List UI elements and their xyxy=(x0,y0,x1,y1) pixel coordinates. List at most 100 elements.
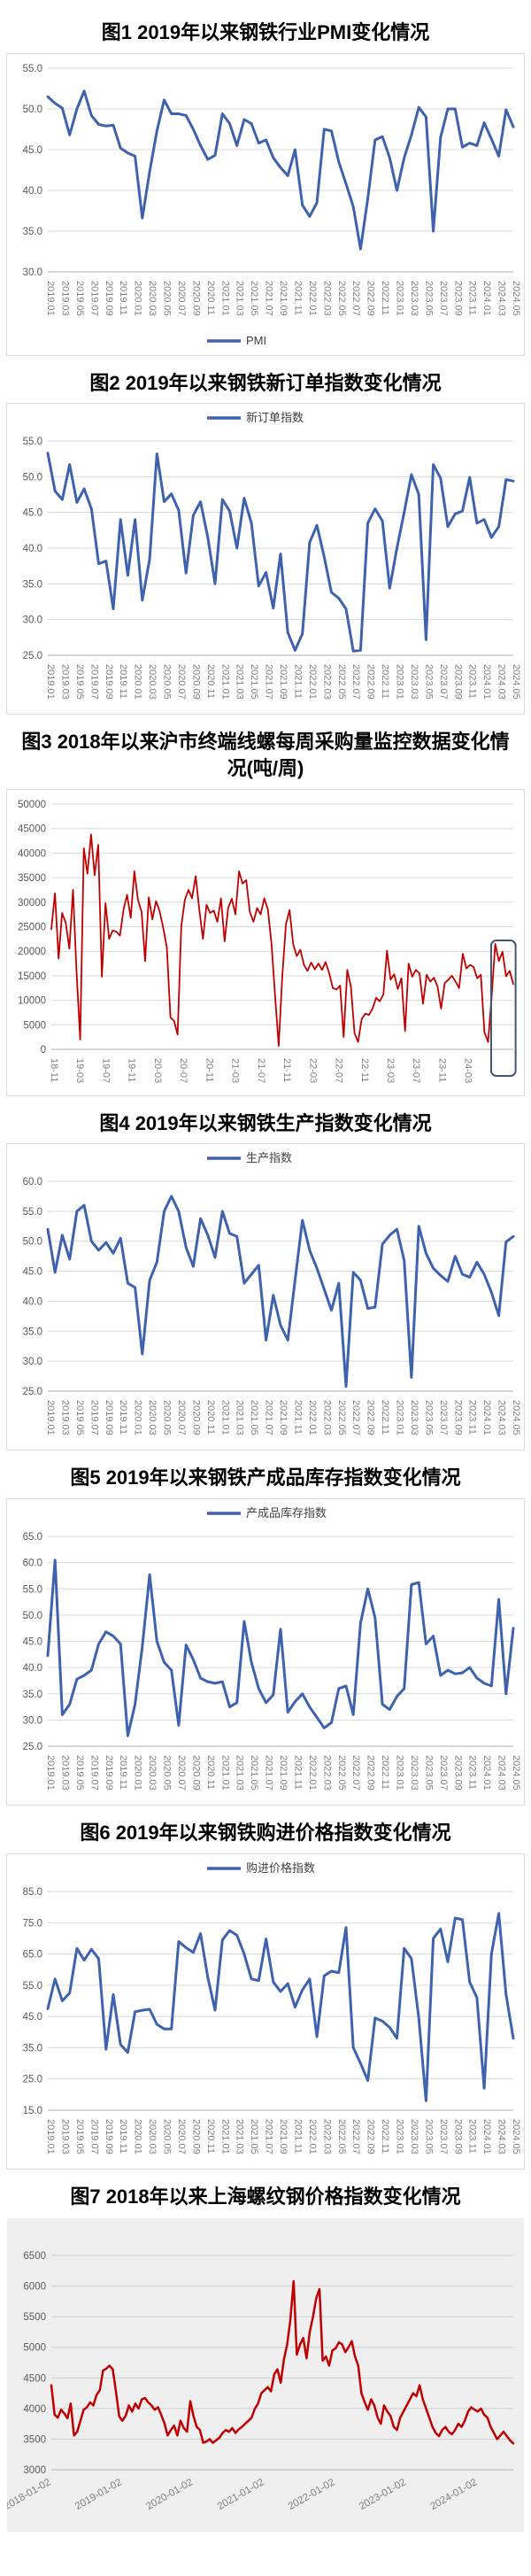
svg-text:2020.01: 2020.01 xyxy=(133,664,143,700)
svg-text:2023.07: 2023.07 xyxy=(438,1755,449,1791)
svg-text:2022.09: 2022.09 xyxy=(366,664,376,700)
svg-text:2022.09: 2022.09 xyxy=(366,2119,376,2154)
svg-text:3000: 3000 xyxy=(23,2465,46,2476)
svg-text:2024.01: 2024.01 xyxy=(481,1400,492,1435)
fig5-chart-frame: 25.0 30.0 35.0 40.0 45.0 50.0 55.0 60.0 65.0 2019… xyxy=(6,1498,525,1806)
svg-text:2022.01: 2022.01 xyxy=(307,2119,318,2154)
svg-text:2022.03: 2022.03 xyxy=(321,664,332,700)
svg-text:2024.01: 2024.01 xyxy=(481,2119,492,2154)
svg-text:60.0: 60.0 xyxy=(23,1559,42,1569)
svg-text:2021.11: 2021.11 xyxy=(292,664,303,699)
svg-text:2020.09: 2020.09 xyxy=(190,1755,201,1791)
svg-text:20-03: 20-03 xyxy=(152,1058,163,1083)
svg-text:2019.09: 2019.09 xyxy=(104,664,114,700)
svg-text:20-11: 20-11 xyxy=(204,1058,214,1082)
svg-text:21-11: 21-11 xyxy=(281,1058,292,1082)
svg-text:2021.09: 2021.09 xyxy=(278,281,289,316)
svg-text:4000: 4000 xyxy=(23,2403,46,2414)
figure-fig6: 图6 2019年以来钢铁购进价格指数变化情况 15.0 25.0 35.0 45.0 5… xyxy=(0,1820,531,2170)
svg-text:2020.07: 2020.07 xyxy=(176,664,187,700)
svg-text:30000: 30000 xyxy=(18,898,46,909)
svg-text:40.0: 40.0 xyxy=(23,186,42,197)
svg-text:20-07: 20-07 xyxy=(178,1058,189,1083)
svg-text:25000: 25000 xyxy=(18,922,46,932)
fig5-title: 图5 2019年以来钢铁产成品库存指数变化情况 xyxy=(70,1466,461,1489)
svg-text:85.0: 85.0 xyxy=(23,1887,42,1898)
svg-text:35.0: 35.0 xyxy=(23,1327,42,1338)
svg-text:45.0: 45.0 xyxy=(23,1267,42,1278)
svg-text:20000: 20000 xyxy=(18,947,46,957)
svg-text:2023.05: 2023.05 xyxy=(423,1400,434,1435)
svg-text:2022.01: 2022.01 xyxy=(307,1755,318,1791)
svg-text:2024.05: 2024.05 xyxy=(511,2119,521,2154)
svg-text:2019.01: 2019.01 xyxy=(45,1755,56,1791)
svg-text:2022.07: 2022.07 xyxy=(350,2119,361,2154)
svg-text:2022.07: 2022.07 xyxy=(350,664,361,700)
svg-text:2021.09: 2021.09 xyxy=(278,664,289,700)
svg-text:2020.03: 2020.03 xyxy=(147,1755,158,1791)
svg-text:2024.03: 2024.03 xyxy=(496,664,507,700)
svg-text:2022.07: 2022.07 xyxy=(350,281,361,316)
svg-text:2020.09: 2020.09 xyxy=(190,664,201,700)
svg-text:2023.03: 2023.03 xyxy=(409,2119,419,2154)
svg-text:产成品库存指数: 产成品库存指数 xyxy=(246,1506,327,1520)
svg-text:2021.03: 2021.03 xyxy=(235,664,245,700)
svg-text:2023.05: 2023.05 xyxy=(423,281,434,316)
svg-text:2024.01: 2024.01 xyxy=(481,1755,492,1791)
svg-text:2019.11: 2019.11 xyxy=(118,664,128,699)
svg-text:2022.05: 2022.05 xyxy=(336,2119,347,2154)
fig3-title: 图3 2018年以来沪市终端线螺每周采购量监控数据变化情况(吨/周) xyxy=(21,731,510,780)
svg-text:2023.01: 2023.01 xyxy=(395,1755,405,1791)
svg-text:2020.01: 2020.01 xyxy=(133,2119,143,2154)
fig1-chart-frame: 30.0 35.0 40.0 45.0 50.0 55.0 2019.01 2019.03 20… xyxy=(6,52,525,356)
svg-text:2020.07: 2020.07 xyxy=(176,1400,187,1435)
svg-text:2021.11: 2021.11 xyxy=(292,2119,303,2154)
svg-text:2022.11: 2022.11 xyxy=(380,281,390,315)
svg-text:2023.05: 2023.05 xyxy=(423,2119,434,2154)
svg-text:2021.07: 2021.07 xyxy=(264,2119,274,2154)
svg-text:2023.11: 2023.11 xyxy=(467,2119,478,2154)
figure-fig4: 图4 2019年以来钢铁生产指数变化情况 25.0 30.0 35.0 40.0 45.… xyxy=(0,1110,531,1451)
svg-text:2023.09: 2023.09 xyxy=(452,664,463,700)
svg-text:2022.11: 2022.11 xyxy=(380,1400,390,1435)
svg-text:2021.09: 2021.09 xyxy=(278,1755,289,1791)
svg-text:2019.05: 2019.05 xyxy=(74,281,85,316)
svg-text:2019.07: 2019.07 xyxy=(88,2119,99,2154)
svg-text:2023.03: 2023.03 xyxy=(409,281,419,316)
svg-text:2020.09: 2020.09 xyxy=(190,1400,201,1435)
svg-text:2024.05: 2024.05 xyxy=(511,1400,521,1435)
svg-text:2021.03: 2021.03 xyxy=(235,281,245,316)
svg-text:2019.07: 2019.07 xyxy=(88,664,99,700)
svg-text:15000: 15000 xyxy=(18,971,46,982)
svg-text:2021.01: 2021.01 xyxy=(219,281,230,316)
fig6-chart-frame: 15.0 25.0 35.0 45.0 55.0 65.0 75.0 85.0 2019.01 2… xyxy=(6,1853,525,2170)
svg-text:2022.01: 2022.01 xyxy=(307,664,318,700)
svg-text:2022.01: 2022.01 xyxy=(307,281,318,316)
svg-text:新订单指数: 新订单指数 xyxy=(246,411,304,424)
svg-text:23-07: 23-07 xyxy=(411,1058,421,1083)
svg-text:19-11: 19-11 xyxy=(127,1058,137,1082)
svg-text:2020.01: 2020.01 xyxy=(133,1400,143,1435)
svg-text:60.0: 60.0 xyxy=(23,1177,42,1187)
svg-text:2019.01: 2019.01 xyxy=(45,2119,56,2154)
svg-text:30.0: 30.0 xyxy=(23,615,42,626)
svg-text:2019.11: 2019.11 xyxy=(118,2119,128,2154)
svg-text:18-11: 18-11 xyxy=(49,1058,59,1082)
svg-text:2019.05: 2019.05 xyxy=(74,2119,85,2154)
svg-text:15.0: 15.0 xyxy=(23,2106,42,2116)
fig7-title: 图7 2018年以来上海螺纹钢价格指数变化情况 xyxy=(70,2185,461,2208)
svg-text:2020.01: 2020.01 xyxy=(133,1755,143,1791)
svg-text:2024.03: 2024.03 xyxy=(496,2119,507,2154)
svg-text:2021.07: 2021.07 xyxy=(264,1755,274,1791)
svg-text:45.0: 45.0 xyxy=(23,145,42,156)
svg-text:25.0: 25.0 xyxy=(23,1742,42,1752)
svg-text:40.0: 40.0 xyxy=(23,544,42,554)
svg-text:45.0: 45.0 xyxy=(23,1637,42,1648)
svg-text:2023.03: 2023.03 xyxy=(409,664,419,700)
svg-text:2024.05: 2024.05 xyxy=(511,664,521,700)
svg-text:2021.05: 2021.05 xyxy=(249,2119,259,2154)
svg-text:5000: 5000 xyxy=(23,2342,46,2353)
svg-text:25.0: 25.0 xyxy=(23,651,42,661)
svg-text:55.0: 55.0 xyxy=(23,1584,42,1595)
